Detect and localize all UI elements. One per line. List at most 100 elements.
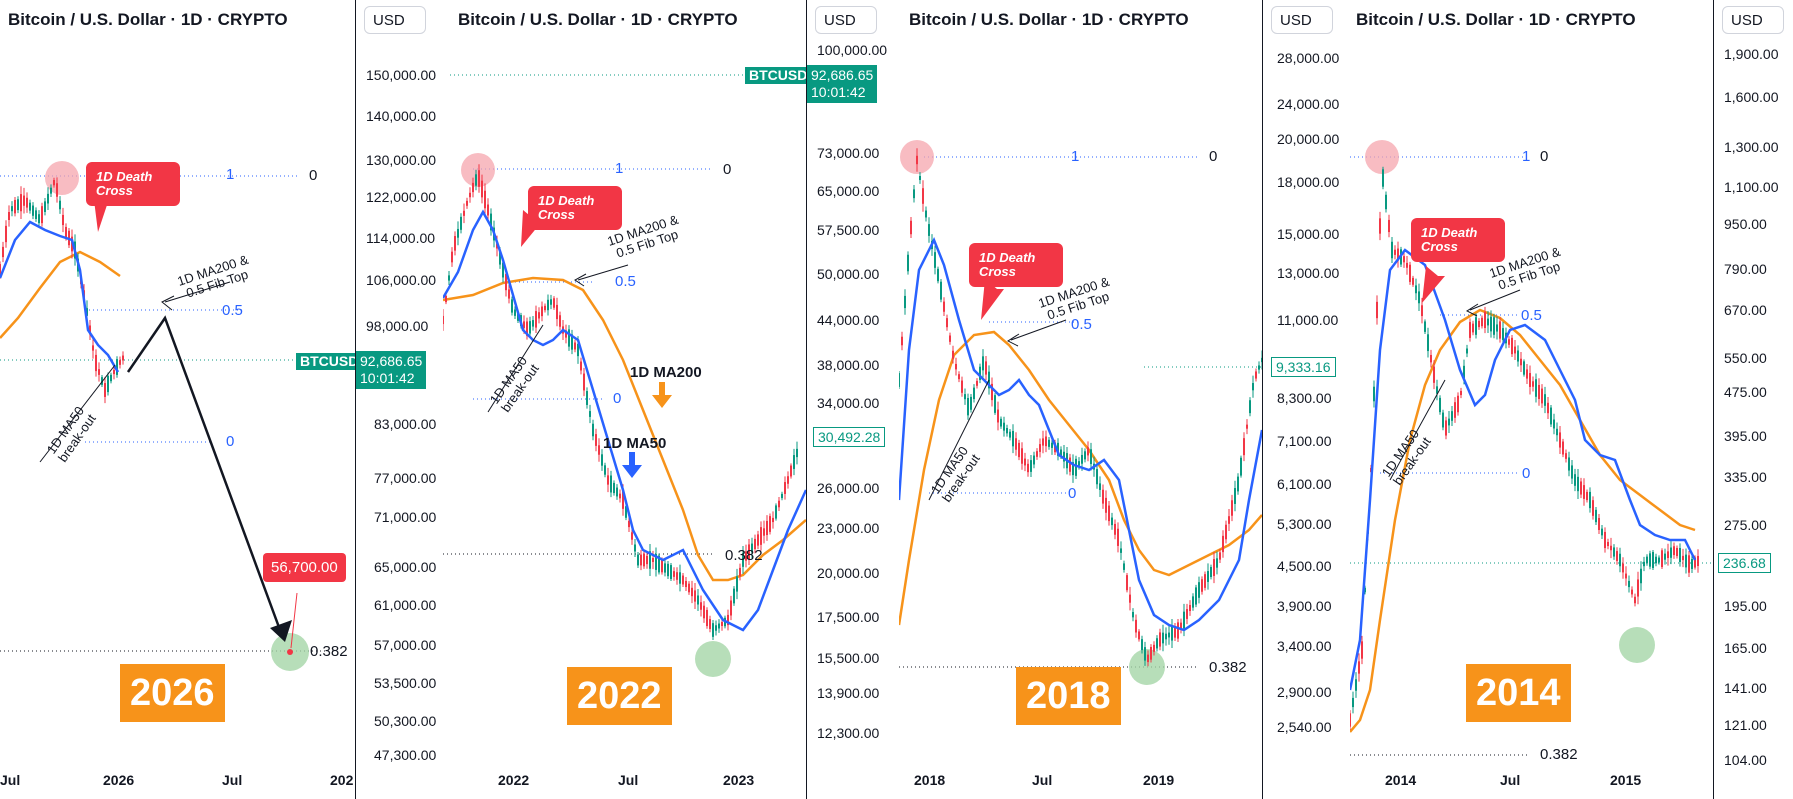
candle-body (481, 180, 483, 198)
candle-body (1225, 524, 1227, 540)
fib-05: 0.5 (615, 273, 636, 290)
candle-body (1385, 194, 1387, 210)
currency-button[interactable]: USD (364, 6, 426, 34)
candle-body (529, 321, 531, 334)
candle-body (1252, 383, 1254, 391)
candle-body (973, 387, 975, 400)
last-price: 92,686.65 (360, 353, 423, 369)
candle-body (766, 520, 768, 536)
candle-body (907, 254, 909, 272)
candle-body (457, 228, 459, 238)
candle-body (1222, 535, 1224, 553)
candle-body (899, 373, 900, 387)
candle-body (1397, 248, 1399, 261)
candle-body (967, 397, 969, 416)
candle-body (583, 373, 585, 391)
x-tick: 2022 (498, 772, 530, 788)
candle-body (1042, 438, 1044, 446)
y-tick: 57,000.00 (374, 637, 437, 653)
candle-body (1198, 582, 1200, 598)
currency-button[interactable]: USD (815, 6, 877, 34)
candle-body (29, 202, 31, 211)
candle-body (694, 590, 696, 602)
fib-0382: 0.382 (725, 547, 763, 564)
candle-body (532, 320, 534, 327)
candle-body (1201, 579, 1203, 592)
candle-body (604, 465, 606, 475)
candle-body (1243, 438, 1245, 456)
candle-body (571, 334, 573, 350)
currency-button[interactable]: USD (1722, 6, 1784, 34)
candle-body (658, 555, 660, 573)
candle-body (1439, 397, 1441, 413)
y-tick: 130,000.00 (366, 152, 437, 168)
candle-body (727, 614, 729, 626)
candle-body (454, 236, 456, 251)
fib-05: 0.5 (1521, 307, 1542, 324)
currency-button[interactable]: USD (1271, 6, 1333, 34)
candle-body (466, 200, 468, 206)
y-tick: 61,000.00 (374, 597, 437, 613)
fib-1: 1 (1071, 148, 1080, 165)
candle-body (1039, 444, 1041, 452)
y-tick: 53,500.00 (374, 675, 437, 691)
y-tick: 38,000.00 (817, 357, 880, 373)
candle-body (958, 374, 960, 380)
candle-body (1673, 546, 1675, 556)
fib-0: 0 (613, 390, 622, 407)
candle-body (110, 374, 112, 382)
candle-body (32, 205, 34, 216)
candle-body (682, 575, 684, 585)
candle-body (565, 330, 567, 338)
y-tick: 5,300.00 (1277, 516, 1332, 532)
y-tick: 28,000.00 (1277, 50, 1340, 66)
x-tick: Jul (222, 772, 243, 788)
fib-zero-label: 0 (309, 167, 318, 184)
candle-body (1559, 432, 1561, 448)
candle-body (1424, 321, 1426, 332)
price-axis-2026: USD 150,000.00 140,000.00 130,000.00 122… (355, 0, 444, 799)
candle-body (1652, 552, 1654, 568)
candle-body (667, 563, 669, 577)
candle-body (904, 295, 906, 309)
candle-body (1006, 427, 1008, 434)
candle-body (1409, 264, 1411, 282)
candle-body (1075, 458, 1077, 476)
candle-body (535, 311, 537, 328)
candle-body (763, 528, 765, 536)
y-tick: 114,000.00 (366, 230, 436, 246)
candle-body (1487, 318, 1489, 326)
candle-body (1583, 485, 1585, 499)
candle-body (1448, 418, 1450, 426)
y-tick: 1,900.00 (1724, 46, 1779, 62)
candle-body (946, 318, 948, 328)
y-tick: 83,000.00 (374, 416, 437, 432)
candle-body (1622, 563, 1624, 573)
candle-body (1099, 483, 1101, 490)
panel-2026-plot (0, 161, 355, 671)
candle-body (1261, 357, 1262, 363)
candle-body (1499, 321, 1501, 339)
candle-body (568, 329, 570, 347)
y-tick: 395.00 (1724, 428, 1767, 444)
death-cross-label: 1D Death Cross (528, 186, 622, 230)
fib-0382: 0.382 (1540, 746, 1578, 763)
candle-body (928, 224, 930, 236)
candle-body (1463, 365, 1465, 379)
candle-body (976, 380, 978, 386)
candle-body (1598, 517, 1600, 531)
y-tick: 47,300.00 (374, 747, 437, 763)
candle-body (451, 251, 453, 263)
y-tick: 104.00 (1724, 752, 1767, 768)
price-marker: 30,492.28 (813, 427, 886, 447)
candle-body (445, 295, 447, 303)
candle-body (979, 366, 981, 380)
candle-body (460, 216, 462, 230)
candle-body (760, 527, 762, 545)
candle-body (1613, 547, 1615, 557)
candle-body (1580, 481, 1582, 495)
candle-body (1691, 559, 1693, 569)
candle-body (640, 554, 642, 566)
candle-body (1661, 550, 1663, 568)
fib-1: 1 (615, 160, 624, 177)
